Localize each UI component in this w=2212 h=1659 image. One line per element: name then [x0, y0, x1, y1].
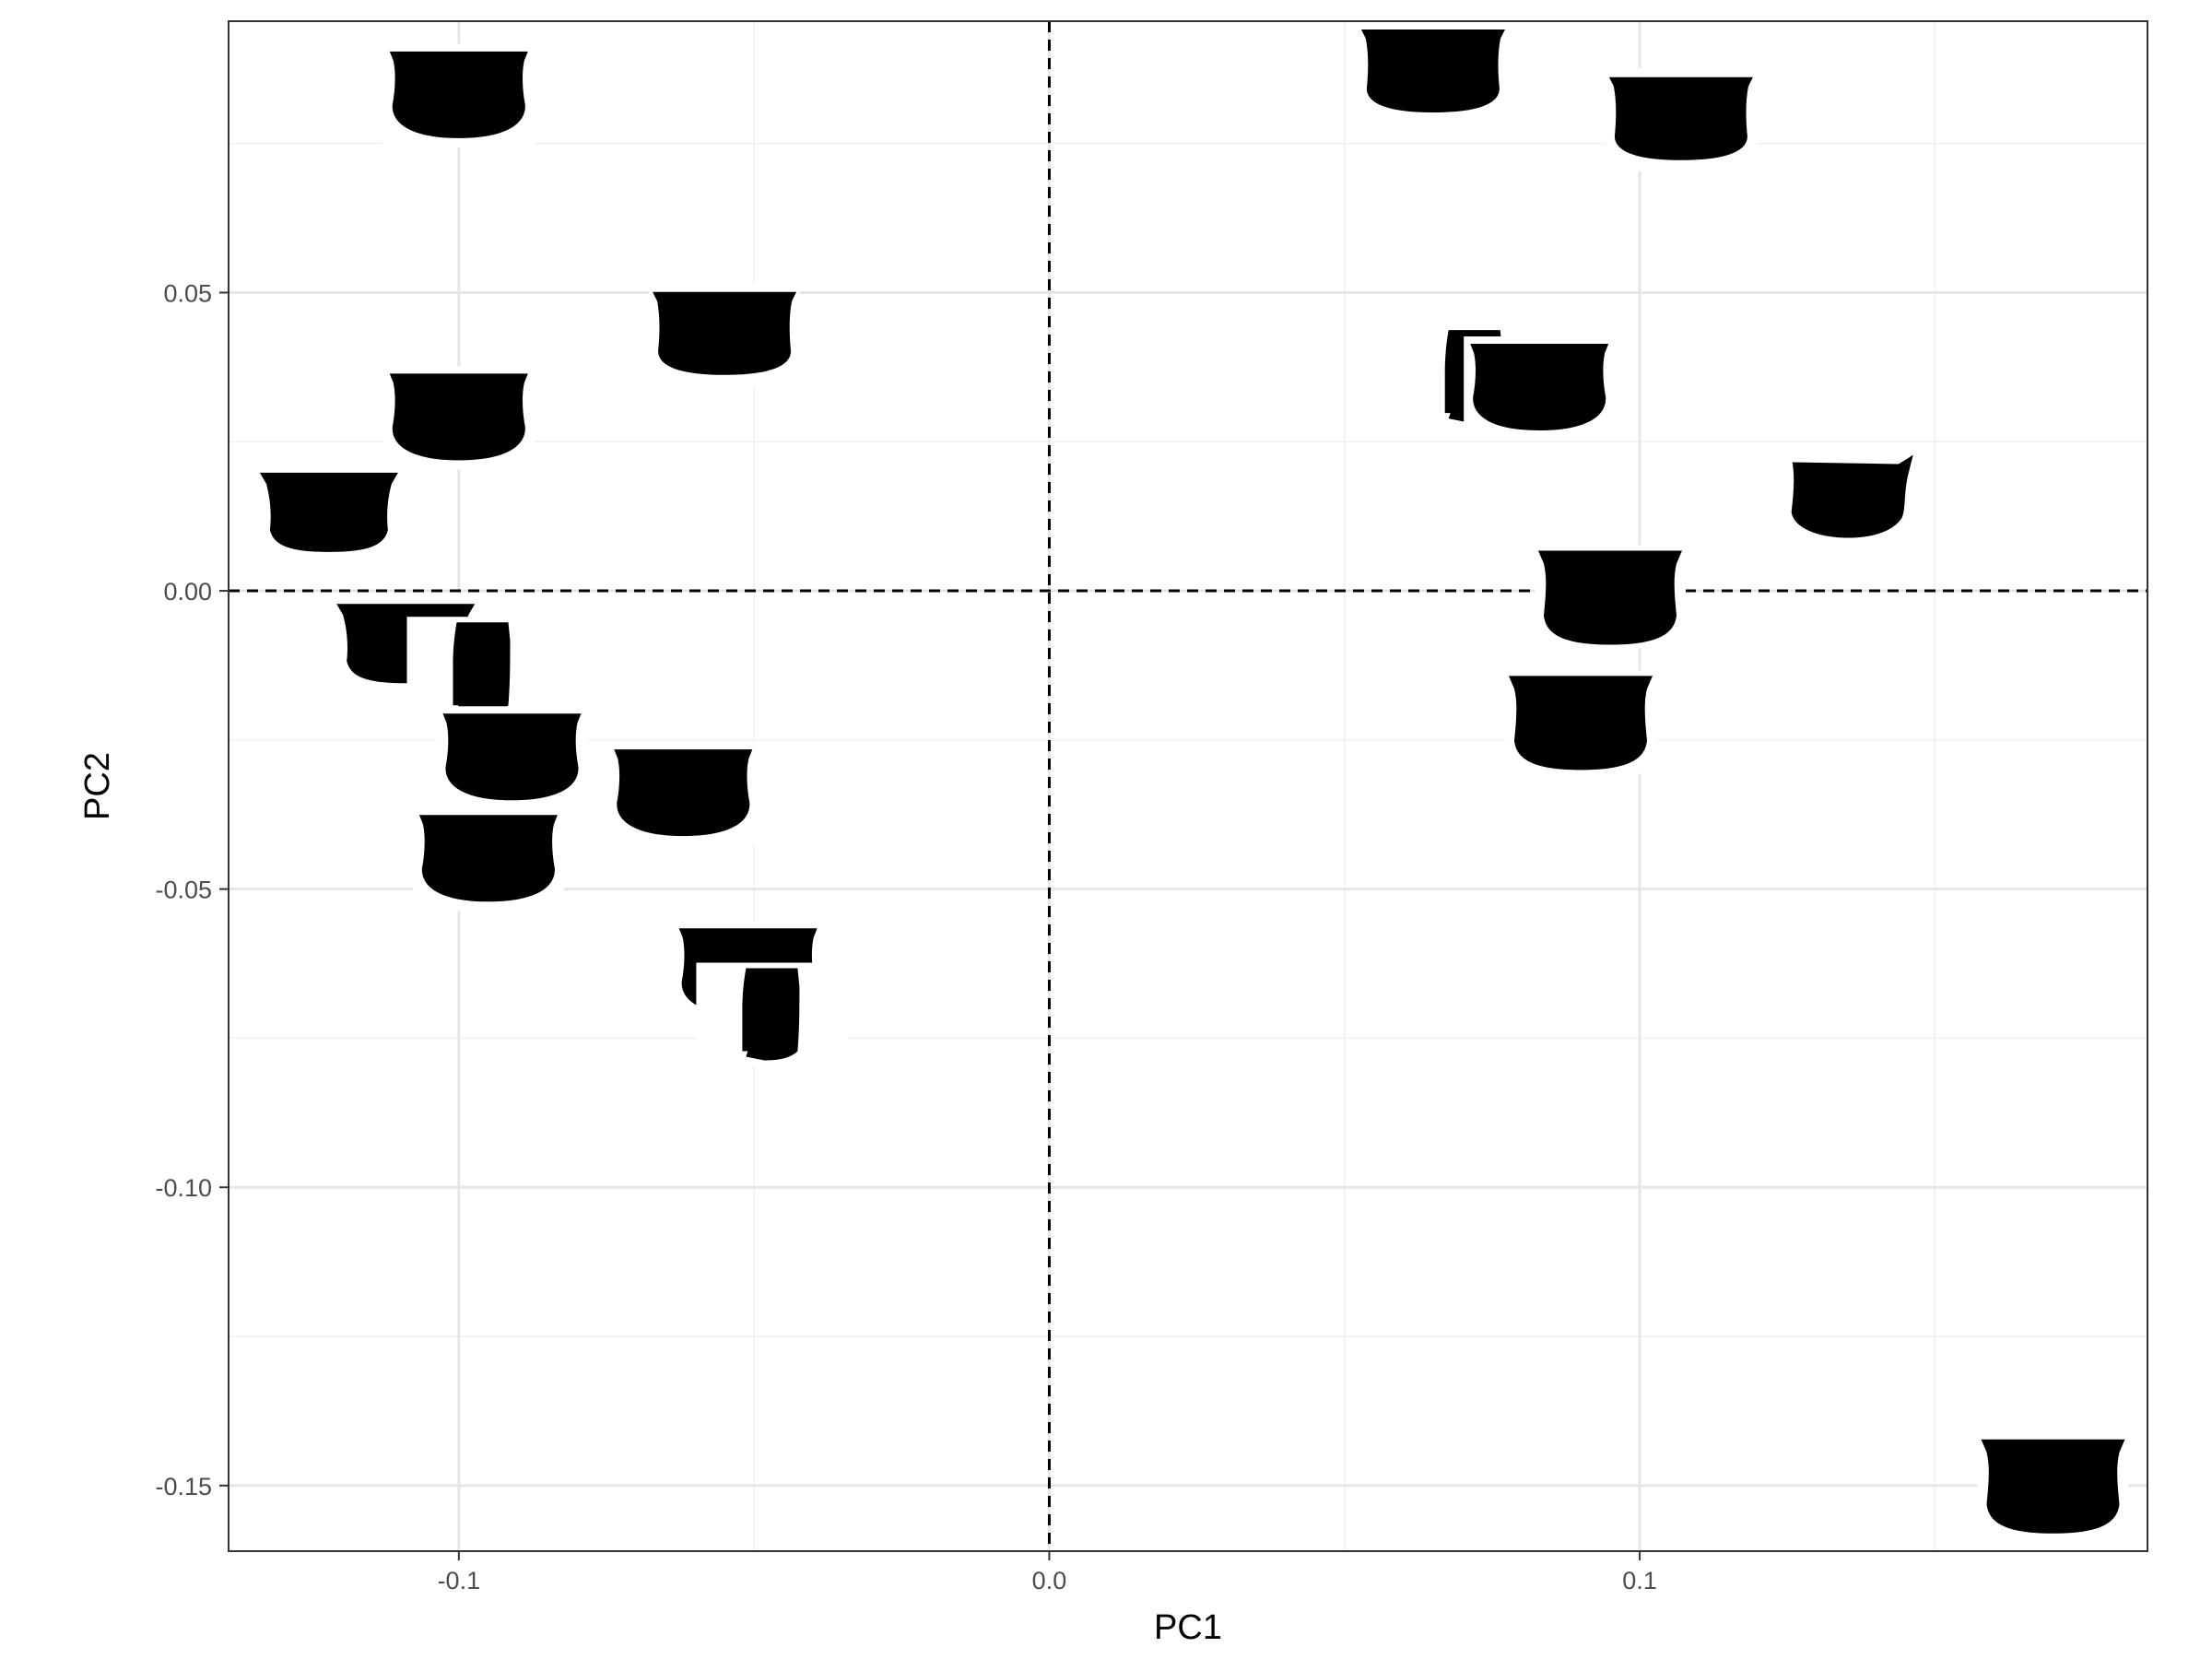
pot-bowl-round-icon [442, 713, 582, 801]
y-tick-label: -0.05 [155, 877, 212, 904]
y-tick-label: -0.10 [155, 1174, 212, 1202]
y-tick-label: -0.15 [155, 1473, 212, 1500]
pot-bowl-deep-icon [1509, 676, 1653, 771]
pot-jar-square-icon [742, 968, 800, 1061]
x-axis-ticks: -0.1 0.0 0.1 [438, 1551, 1657, 1594]
pot-bowl-round-icon [418, 815, 558, 902]
reference-lines [229, 21, 2147, 1551]
grid-minor-lines [229, 21, 2147, 1551]
x-tick-label: 0.1 [1622, 1567, 1657, 1594]
data-point [607, 742, 759, 846]
y-axis-ticks: -0.15 -0.10 -0.05 0.00 0.05 [155, 279, 229, 1500]
y-tick-label: 0.05 [163, 279, 212, 307]
data-point [1776, 443, 1928, 547]
pot-jar-square-icon [453, 622, 511, 715]
x-axis-title: PC1 [1154, 1608, 1222, 1647]
y-tick-label: 0.00 [163, 578, 212, 606]
plot-panel-border [228, 20, 2148, 1552]
data-point [436, 706, 588, 810]
data-point [1977, 1433, 2129, 1537]
data-point [382, 366, 535, 470]
data-point [1605, 67, 1757, 171]
data-point [1535, 545, 1686, 649]
data-point [1464, 336, 1616, 440]
data-point [649, 282, 801, 386]
pot-bowl-deep-icon [1538, 550, 1682, 645]
data-point [253, 461, 405, 565]
data-points [253, 20, 2129, 1537]
pot-bowl-spout-icon [1791, 454, 1913, 538]
x-tick-label: -0.1 [438, 1567, 481, 1594]
pot-bowl-round-icon [389, 373, 528, 461]
data-point [406, 617, 559, 721]
pot-bowl-deep-icon [1981, 1439, 2125, 1534]
data-point [1357, 20, 1509, 124]
pot-bowl-flat-icon [653, 291, 797, 375]
pot-bowl-round-icon [1470, 344, 1609, 430]
pot-bowl-flat-icon [1360, 29, 1505, 112]
x-tick-label: 0.0 [1032, 1567, 1067, 1594]
y-axis-title: PC2 [78, 752, 117, 820]
data-point [1505, 670, 1656, 774]
data-point [382, 43, 535, 147]
pot-bowl-round-icon [614, 749, 753, 837]
data-point [412, 807, 564, 912]
data-point [696, 962, 848, 1066]
pot-bowl-small-icon [259, 472, 398, 552]
pot-bowl-flat-icon [1608, 76, 1753, 160]
pot-bowl-round-icon [389, 51, 528, 138]
